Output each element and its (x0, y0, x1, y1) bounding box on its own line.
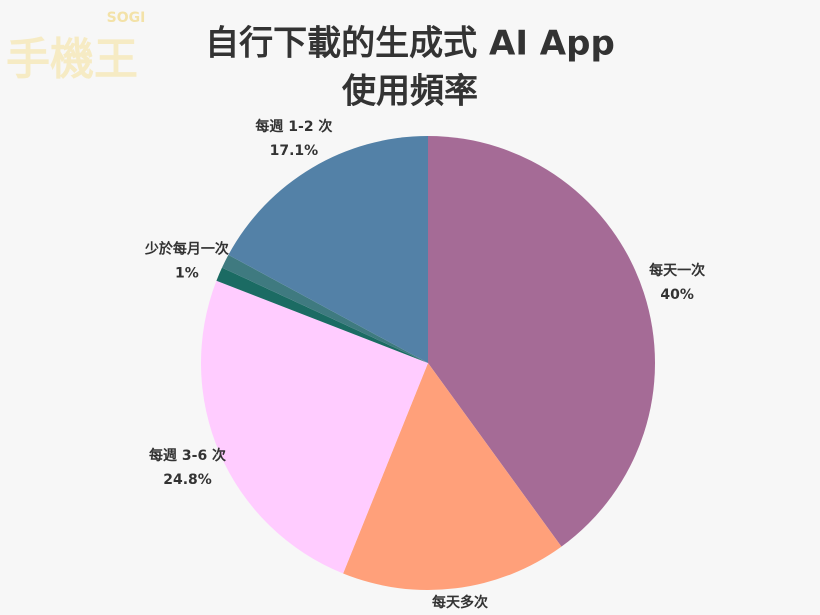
pie-slice (201, 280, 428, 574)
pie-slice (228, 136, 428, 363)
slice-value: 17.1% (270, 143, 319, 159)
pie-slice (343, 363, 562, 590)
slice-value: 40% (660, 287, 694, 303)
logo-badge: SOGI (107, 10, 146, 26)
chart-title: 使用頻率 (341, 72, 478, 112)
slice-value: 24.8% (163, 472, 212, 488)
slice-label: 少於每月一次 (144, 240, 229, 257)
slice-label: 每週 1-2 次 (255, 118, 332, 135)
slice-label: 每天一次 (649, 262, 705, 279)
slice-value: 1% (175, 265, 199, 281)
slice-label: 每週 3-6 次 (149, 447, 226, 464)
pie-slice (428, 136, 655, 547)
pie-slice (216, 267, 428, 363)
chart-title: 自行下載的生成式 AI App (205, 24, 615, 64)
pie-slice (222, 254, 428, 363)
logo: 手機王 (6, 34, 138, 85)
slice-label: 每天多次 (432, 594, 488, 611)
